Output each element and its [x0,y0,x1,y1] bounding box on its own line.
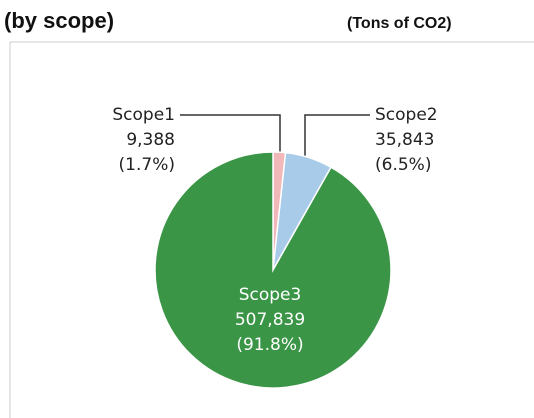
chart-title: (by scope) [4,8,114,33]
percent-label: (91.8%) [236,335,303,355]
percent-label: (6.5%) [375,155,431,175]
unit-label: (Tons of CO2) [347,15,452,32]
leader-line [304,114,370,163]
value-label: 9,388 [126,130,175,150]
slice-name: Scope2 [375,105,438,125]
percent-label: (1.7%) [119,155,175,175]
value-label: 507,839 [235,310,305,330]
slice-name: Scope1 [112,105,175,125]
leader-line [180,114,281,158]
value-label: 35,843 [375,130,434,150]
pie-slice [154,151,392,389]
slice-name: Scope3 [239,285,302,305]
